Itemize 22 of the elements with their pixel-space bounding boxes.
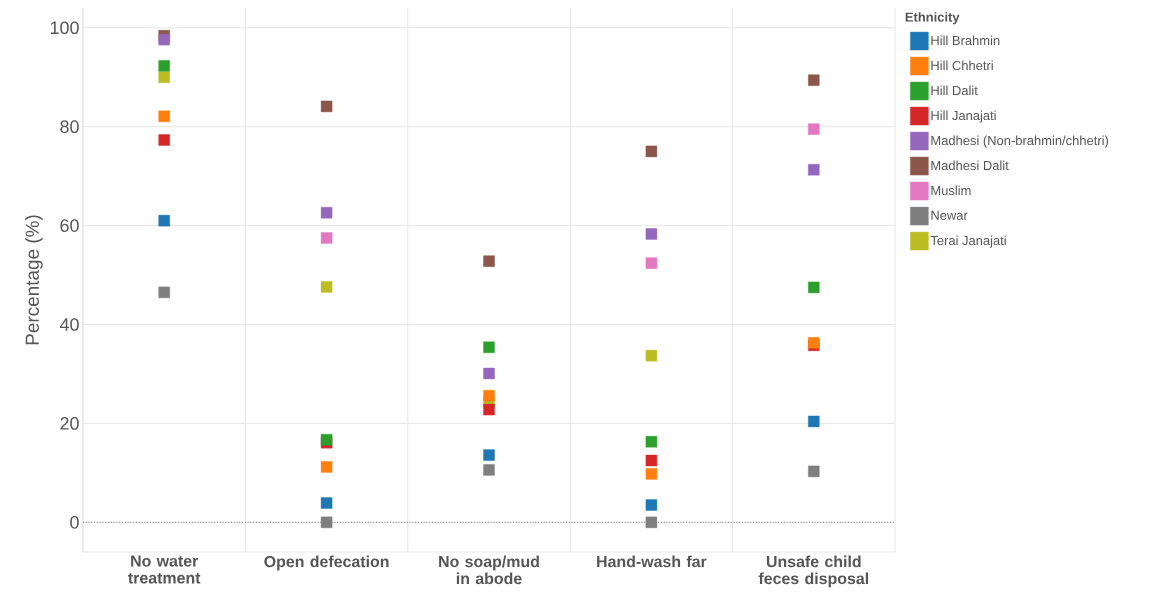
y-tick-label: 100 [50,21,79,35]
x-tick-label: No water treatment [128,555,201,584]
legend-label: Hill Chhetri [931,60,993,71]
legend-title: Ethnicity [905,12,960,25]
y-tick-label: 80 [60,120,79,134]
y-tick-label: 40 [59,318,79,331]
y-tick-label: 20 [60,417,79,430]
x-tick-label: No soap/mud in abode [439,555,539,585]
legend-label: Hill Brahmin [931,35,1000,46]
legend-label: Newar [931,210,968,220]
legend-label: Muslim [931,185,971,196]
legend-label: Madhesi (Non-brahmin/chhetri) [931,135,1109,148]
legend-label: Terai Janajati [930,235,1006,248]
legend-label: Hill Janajati [931,110,996,123]
x-tick-label: Open defecation [264,555,389,571]
x-tick-label: Unsafe child feces disposal [758,555,869,588]
legend-label: Hill Dalit [931,85,978,96]
x-tick-label: Hand-wash far [597,555,707,568]
legend-label: Madhesi Dalit [931,160,1009,171]
y-tick-label: 60 [60,219,79,232]
y-tick-label: 0 [70,515,79,529]
y-axis-title: Percentage (%) [25,215,43,345]
